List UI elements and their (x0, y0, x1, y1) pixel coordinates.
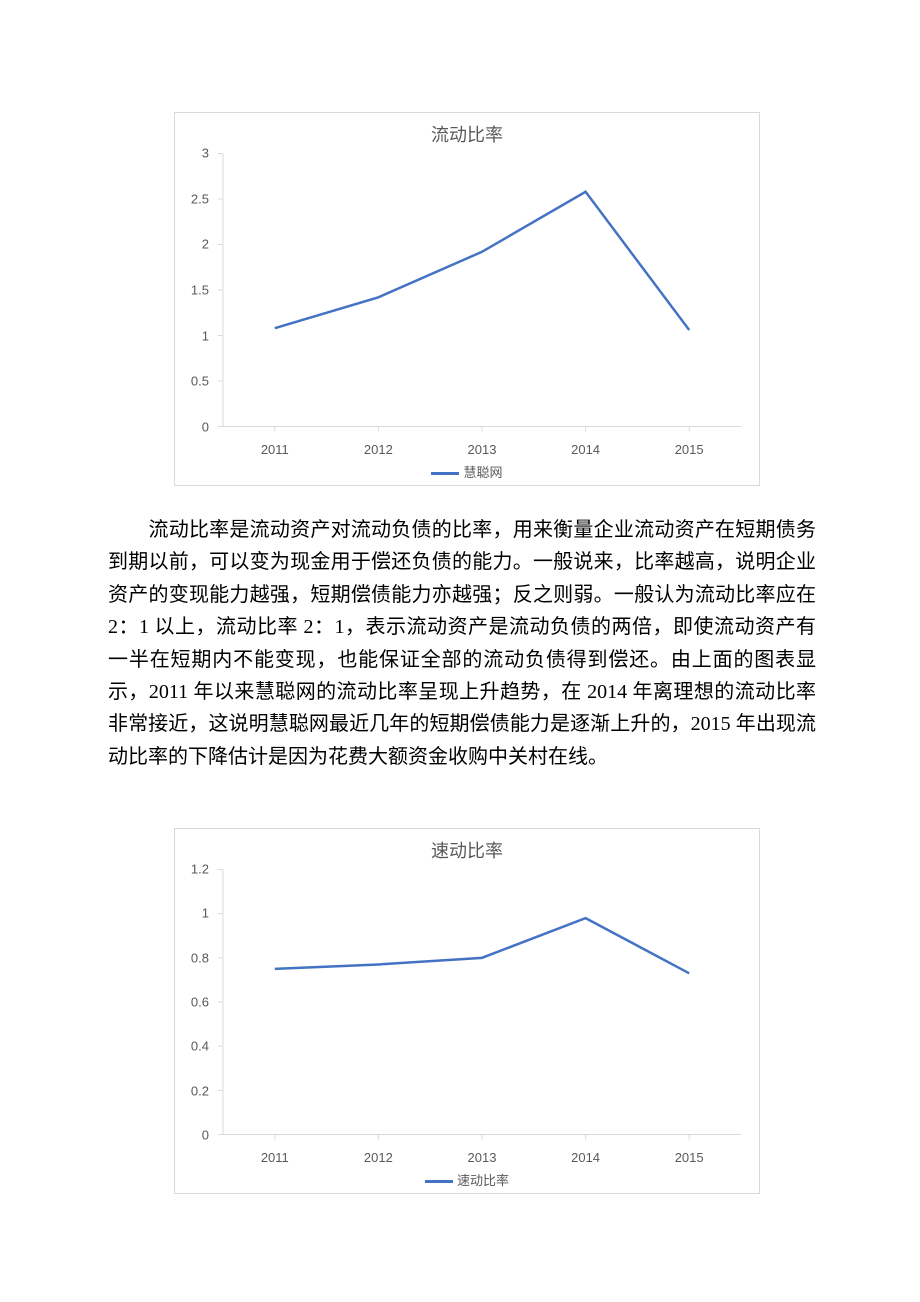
y-tick-label: 1.2 (191, 862, 209, 877)
x-tick-label: 2015 (637, 442, 741, 457)
chart-current-ratio: 流动比率 00.511.522.53 20112012201320142015 … (174, 112, 760, 486)
y-tick-label: 1 (202, 328, 209, 343)
chart1-svg (223, 153, 741, 427)
y-tick-label: 0.2 (191, 1083, 209, 1098)
body-paragraph: 流动比率是流动资产对流动负债的比率，用来衡量企业流动资产在短期债务到期以前，可以… (108, 514, 816, 773)
x-tick-label: 2011 (223, 1150, 327, 1165)
data-line (275, 918, 689, 973)
x-tick-label: 2014 (534, 1150, 638, 1165)
chart2-legend-label: 速动比率 (457, 1173, 509, 1188)
y-tick-label: 1.5 (191, 283, 209, 298)
x-tick-label: 2012 (327, 442, 431, 457)
y-tick-label: 1 (202, 906, 209, 921)
chart1-y-axis: 00.511.522.53 (175, 153, 217, 427)
y-tick-label: 0.8 (191, 950, 209, 965)
y-tick-label: 0.5 (191, 374, 209, 389)
chart2-area: 00.20.40.60.811.2 (175, 869, 759, 1135)
chart2-svg (223, 869, 741, 1135)
x-tick-label: 2011 (223, 442, 327, 457)
chart2-legend-swatch (425, 1180, 453, 1183)
chart1-plot (223, 153, 741, 427)
y-tick-label: 2 (202, 237, 209, 252)
x-tick-label: 2013 (430, 442, 534, 457)
chart1-legend-swatch (431, 472, 459, 475)
chart1-legend: 慧聪网 (175, 462, 759, 481)
chart2-x-axis: 20112012201320142015 (223, 1150, 741, 1165)
chart1-x-axis: 20112012201320142015 (223, 442, 741, 457)
y-tick-label: 3 (202, 146, 209, 161)
chart-quick-ratio: 速动比率 0 0.2 0.4 0.6 0.8 1 1.2 20112012201320142… (174, 828, 760, 1194)
chart1-legend-label: 慧聪网 (463, 465, 502, 480)
chart1-title: 流动比率 (175, 113, 759, 147)
chart1-area: 00.511.522.53 (175, 153, 759, 427)
data-line (275, 192, 689, 330)
x-tick-label: 2012 (327, 1150, 431, 1165)
y-tick-label: 2.5 (191, 191, 209, 206)
chart2-y-axis: 00.20.40.60.811.2 (175, 869, 217, 1135)
chart2-legend: 速动比率 (175, 1170, 759, 1189)
y-tick-label: 0 (202, 420, 209, 435)
chart2-plot (223, 869, 741, 1135)
x-tick-label: 2015 (637, 1150, 741, 1165)
y-tick-label: 0.6 (191, 995, 209, 1010)
y-tick-label: 0 (202, 1128, 209, 1143)
x-tick-label: 2013 (430, 1150, 534, 1165)
chart2-title: 速动比率 (175, 829, 759, 863)
y-tick-label: 0.4 (191, 1039, 209, 1054)
x-tick-label: 2014 (534, 442, 638, 457)
